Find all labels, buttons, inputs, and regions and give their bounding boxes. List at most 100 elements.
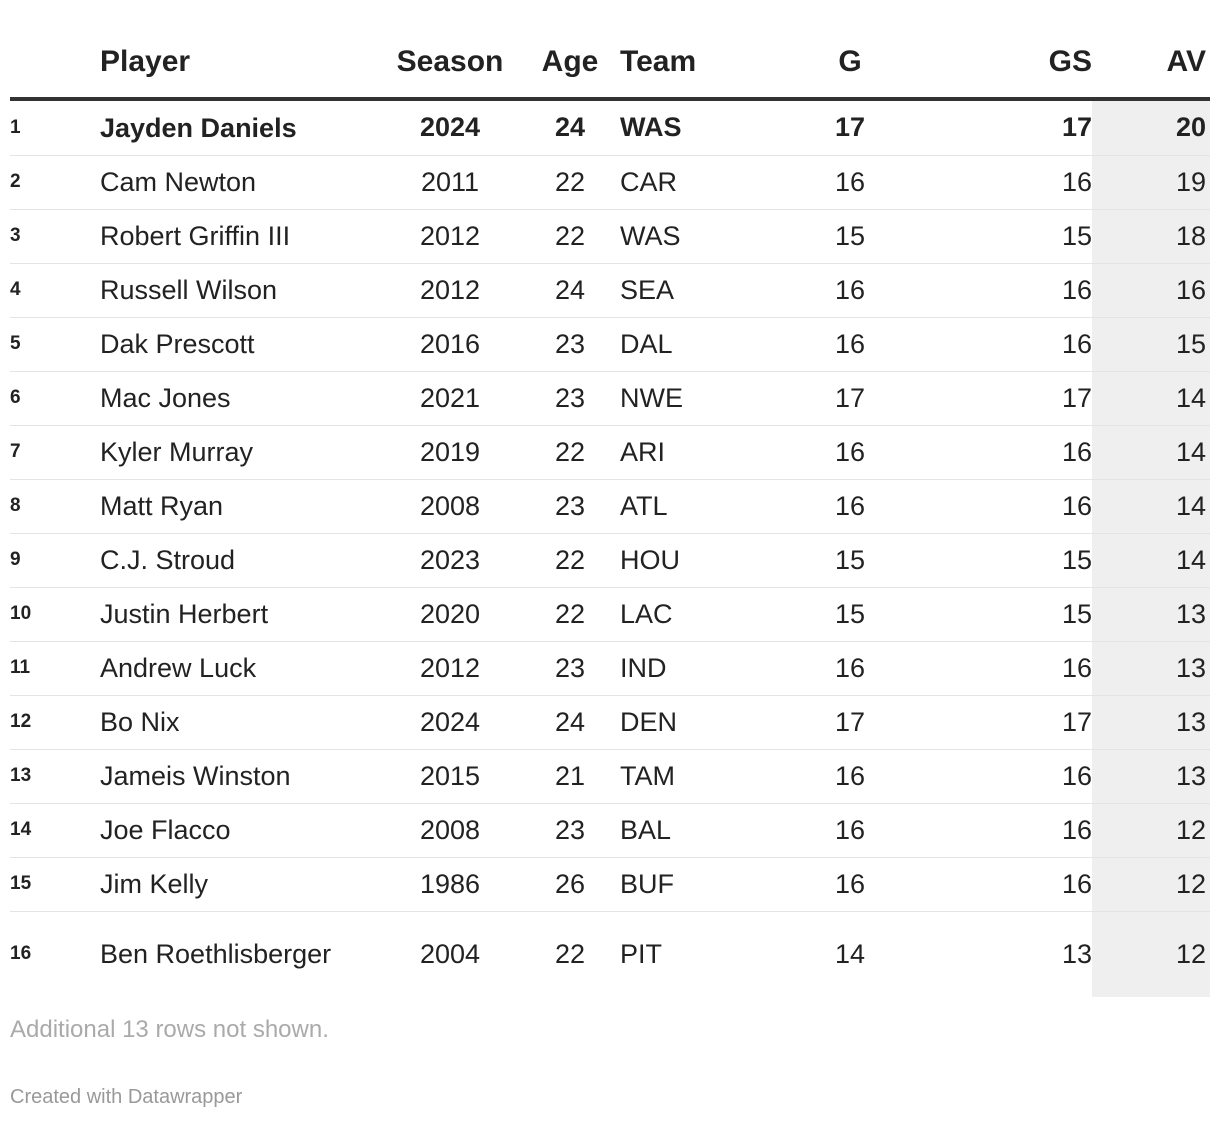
- cell-rank: 4: [10, 263, 100, 318]
- header-rank[interactable]: [10, 0, 100, 101]
- cell-player: Justin Herbert: [100, 587, 380, 642]
- cell-player: C.J. Stroud: [100, 533, 380, 588]
- cell-g: 17: [795, 695, 905, 750]
- cell-av: 13: [1092, 695, 1210, 750]
- cell-g: 17: [795, 99, 905, 156]
- cell-age: 24: [520, 695, 620, 750]
- header-age[interactable]: Age: [520, 0, 620, 101]
- table-row: 3 Robert Griffin III 2012 22 WAS 15 15 18: [10, 209, 1210, 264]
- cell-season: 2012: [380, 209, 520, 264]
- cell-player: Cam Newton: [100, 155, 380, 210]
- cell-player: Ben Roethlisberger: [100, 939, 332, 970]
- cell-av: 12: [1092, 911, 1210, 997]
- data-table-container: Player Season Age Team G GS AV 1 Jayden D…: [10, 0, 1210, 997]
- cell-g: 16: [795, 857, 905, 912]
- table-row: 11 Andrew Luck 2012 23 IND 16 16 13: [10, 641, 1210, 696]
- table-row: 4 Russell Wilson 2012 24 SEA 16 16 16: [10, 263, 1210, 318]
- cell-team: ARI: [620, 425, 795, 480]
- cell-age: 23: [520, 479, 620, 534]
- cell-season: 2008: [380, 803, 520, 858]
- cell-season: 2008: [380, 479, 520, 534]
- cell-g: 16: [795, 425, 905, 480]
- header-player[interactable]: Player: [100, 0, 380, 101]
- cell-team: HOU: [620, 533, 795, 588]
- cell-rank: 6: [10, 371, 100, 426]
- cell-team: NWE: [620, 371, 795, 426]
- cell-gs: 13: [1061, 938, 1092, 969]
- cell-av: 13: [1092, 641, 1210, 696]
- cell-team: BAL: [620, 803, 795, 858]
- cell-av: 15: [1092, 317, 1210, 372]
- cell-gs: 16: [905, 641, 1092, 696]
- cell-team: LAC: [620, 587, 795, 642]
- cell-age: 22: [520, 533, 620, 588]
- header-gs[interactable]: GS: [905, 0, 1092, 101]
- header-av[interactable]: AV: [1092, 0, 1210, 101]
- cell-player: Joe Flacco: [100, 803, 380, 858]
- cell-season: 1986: [380, 857, 520, 912]
- cell-team: SEA: [620, 263, 795, 318]
- cell-team: ATL: [620, 479, 795, 534]
- cell-g: 16: [795, 155, 905, 210]
- cell-gs: 16: [905, 857, 1092, 912]
- header-season[interactable]: Season: [380, 0, 520, 101]
- cell-season: 2012: [380, 263, 520, 318]
- cell-player: Mac Jones: [100, 371, 380, 426]
- cell-rank: 3: [10, 209, 100, 264]
- cell-team: BUF: [620, 857, 795, 912]
- cell-player: Andrew Luck: [100, 641, 380, 696]
- table-row: 7 Kyler Murray 2019 22 ARI 16 16 14: [10, 425, 1210, 480]
- cell-av: 16: [1092, 263, 1210, 318]
- cell-av: 12: [1092, 857, 1210, 912]
- cell-season: 2023: [380, 533, 520, 588]
- table-row: 1 Jayden Daniels 2024 24 WAS 17 17 20: [10, 99, 1210, 156]
- cell-player: Dak Prescott: [100, 317, 380, 372]
- cell-g: 16: [795, 263, 905, 318]
- cell-season: 2012: [380, 641, 520, 696]
- cell-player: Matt Ryan: [100, 479, 380, 534]
- table-row: 13 Jameis Winston 2015 21 TAM 16 16 13: [10, 749, 1210, 804]
- cell-player: Jim Kelly: [100, 857, 380, 912]
- cell-season: 2024: [380, 99, 520, 156]
- table-body: 1 Jayden Daniels 2024 24 WAS 17 17 20 2 Cam Newto…: [10, 99, 1210, 997]
- table-row: 8 Matt Ryan 2008 23 ATL 16 16 14: [10, 479, 1210, 534]
- cell-age: 26: [520, 857, 620, 912]
- header-g[interactable]: G: [795, 0, 905, 101]
- cell-gs: 16: [905, 317, 1092, 372]
- cell-av: 14: [1092, 425, 1210, 480]
- cell-season: 2019: [380, 425, 520, 480]
- table-row: 14 Joe Flacco 2008 23 BAL 16 16 12: [10, 803, 1210, 858]
- credit-text: Created with Datawrapper: [10, 1086, 243, 1108]
- cell-team: WAS: [620, 99, 795, 156]
- cell-age: 23: [520, 317, 620, 372]
- cell-g: 16: [795, 803, 905, 858]
- cell-age: 22: [520, 209, 620, 264]
- cell-age: 22: [520, 425, 620, 480]
- cell-rank: 7: [10, 425, 100, 480]
- cell-gs: 17: [905, 371, 1092, 426]
- cell-age: 22: [520, 587, 620, 642]
- cell-season: 2020: [380, 587, 520, 642]
- cell-age: 23: [520, 371, 620, 426]
- table-row: 6 Mac Jones 2021 23 NWE 17 17 14: [10, 371, 1210, 426]
- cell-g: 17: [795, 371, 905, 426]
- cell-team: DEN: [620, 695, 795, 750]
- cell-av: 20: [1092, 99, 1210, 156]
- cell-age: 23: [520, 803, 620, 858]
- cell-season: 2015: [380, 749, 520, 804]
- cell-rank: 13: [10, 749, 100, 804]
- cell-rank: 8: [10, 479, 100, 534]
- header-team[interactable]: Team: [620, 0, 795, 101]
- cell-av: 19: [1092, 155, 1210, 210]
- cell-age: 22: [554, 938, 586, 969]
- cell-rank: 5: [10, 317, 100, 372]
- cell-rank: 1: [10, 99, 100, 156]
- cell-player: Russell Wilson: [100, 263, 380, 318]
- table-row: 9 C.J. Stroud 2023 22 HOU 15 15 14: [10, 533, 1210, 588]
- cell-gs: 16: [905, 425, 1092, 480]
- cell-g: 16: [795, 479, 905, 534]
- table-row: 2 Cam Newton 2011 22 CAR 16 16 19: [10, 155, 1210, 210]
- cell-season: 2016: [380, 317, 520, 372]
- cell-gs: 16: [905, 749, 1092, 804]
- cell-season: 2024: [380, 695, 520, 750]
